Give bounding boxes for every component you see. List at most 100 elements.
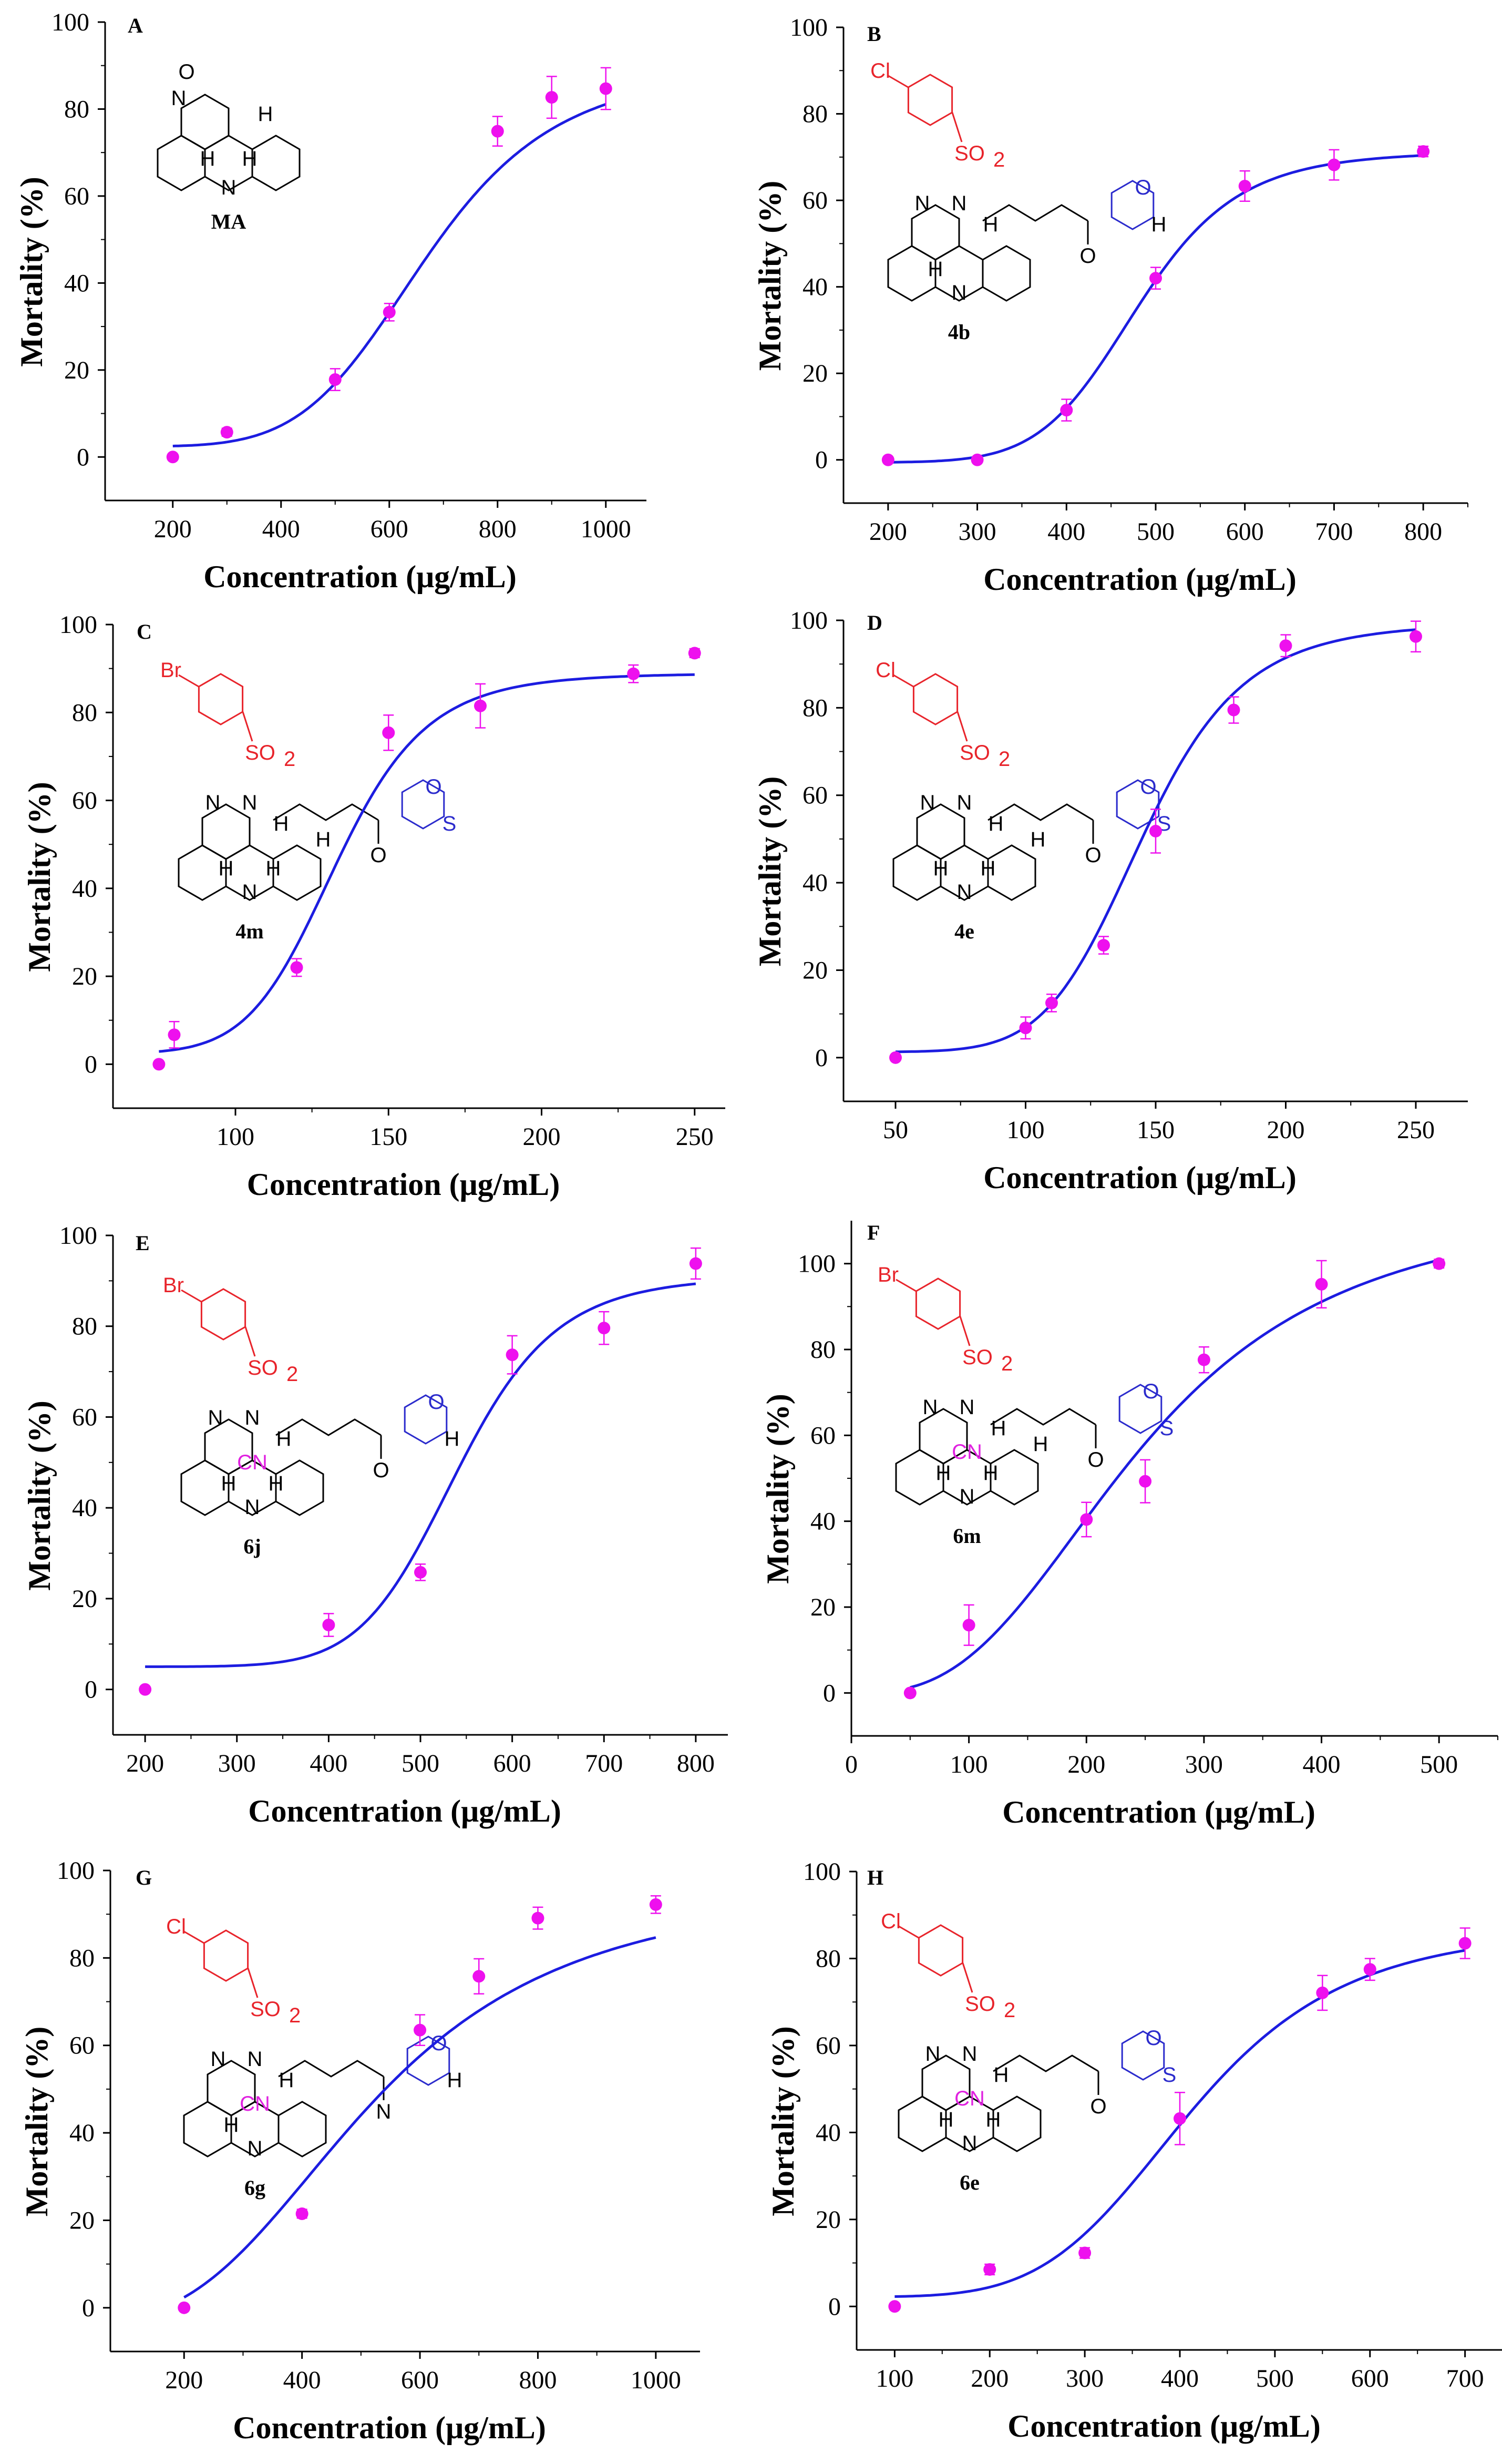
data-point (1316, 1986, 1329, 1999)
sulfonyl-label: SO (248, 1356, 278, 1379)
sulfonyl-label: SO (954, 142, 985, 165)
data-point (1328, 158, 1341, 171)
fit-curve (910, 1259, 1439, 1689)
x-tick-label: 150 (1137, 1116, 1175, 1144)
compound-label: 6e (960, 2171, 980, 2194)
data-point (1078, 2246, 1092, 2259)
x-tick-label: 600 (1226, 518, 1264, 546)
halogen-label: Cl (881, 1910, 901, 1933)
y-tick-label: 40 (816, 2119, 841, 2146)
x-tick-label: 1000 (631, 2366, 681, 2394)
core-ring-4 (916, 803, 965, 860)
y-tick-label: 20 (816, 2206, 841, 2234)
core-ring-3 (251, 135, 301, 191)
x-tick-label: 200 (1267, 1116, 1305, 1144)
aryl-ring-icon (915, 1277, 961, 1330)
data-point (328, 373, 342, 386)
atom-label: N (952, 192, 967, 215)
halogen-bond (896, 1279, 917, 1292)
x-tick-label: 100 (876, 2365, 913, 2393)
data-point (971, 453, 984, 466)
atom-label: H (1033, 1433, 1048, 1456)
sulfonyl-bond (244, 1326, 256, 1357)
halogen-label: Cl (166, 1915, 186, 1938)
data-point (290, 961, 303, 974)
data-point (383, 305, 396, 319)
halogen-label: Br (878, 1263, 899, 1286)
data-point (1417, 145, 1430, 158)
aryl-ring-icon (918, 1924, 964, 1977)
data-point (1315, 1277, 1328, 1291)
atom-label: H (1151, 213, 1167, 236)
x-tick-label: 200 (165, 2366, 203, 2394)
alkyl-chain (990, 1408, 1096, 1426)
x-tick-label: 200 (971, 2365, 1009, 2393)
x-axis-title: Concentration (μg/mL) (233, 2410, 546, 2445)
atom-label: H (276, 1427, 292, 1450)
y-tick-label: 80 (72, 699, 97, 727)
atom-label: O (178, 60, 194, 84)
atom-label: N (957, 791, 972, 814)
data-point (1410, 630, 1422, 643)
y-tick-label: 0 (828, 2293, 841, 2320)
halogen-label: Br (163, 1274, 184, 1297)
atom-label: N (221, 176, 236, 199)
atom-label: O (370, 844, 386, 867)
sulfonyl-subscript: 2 (286, 1363, 298, 1386)
x-tick-label: 400 (1047, 518, 1085, 546)
y-tick-label: 0 (815, 446, 828, 474)
panel-letter: B (867, 22, 881, 46)
sulfonyl-subscript: 2 (1004, 1999, 1015, 2022)
compound-label: 6j (243, 1535, 261, 1558)
y-tick-label: 60 (803, 187, 828, 214)
data-point (152, 1058, 166, 1071)
y-tick-label: 20 (64, 356, 89, 384)
data-point (472, 1970, 486, 1983)
x-tick-label: 400 (283, 2366, 321, 2394)
sulfonyl-label: SO (965, 1992, 995, 2016)
y-tick-label: 40 (69, 2119, 95, 2147)
x-tick-label: 50 (883, 1116, 908, 1144)
atom-label: O (1085, 844, 1101, 867)
data-point (506, 1348, 519, 1362)
atom-label: H (928, 258, 943, 281)
y-tick-label: 60 (69, 2032, 95, 2060)
atom-label: H (266, 857, 281, 880)
data-point (688, 647, 701, 660)
atom-label: H (989, 812, 1004, 835)
panel-b: B 0 20 40 60 80 100 200 300 400 500 600 700 800 Concen… (753, 14, 1468, 597)
y-tick-label: 40 (810, 1508, 836, 1536)
amine-ring-icon (401, 779, 445, 830)
panel-letter: E (136, 1231, 150, 1255)
alkyl-chain (273, 803, 379, 821)
halogen-label: Cl (870, 59, 890, 83)
data-point (689, 1257, 702, 1270)
atom-label: N (245, 1406, 260, 1429)
y-tick-label: 20 (69, 2206, 95, 2234)
aryl-ring-icon (200, 1288, 246, 1341)
panel-letter: A (128, 14, 143, 37)
core-ring-3 (275, 1459, 324, 1516)
cyano-label: CN (954, 2087, 985, 2110)
data-point (599, 82, 612, 95)
x-tick-label: 200 (1067, 1751, 1105, 1778)
x-tick-label: 800 (519, 2366, 557, 2394)
alkyl-chain (982, 204, 1088, 222)
compound-label: 4b (948, 320, 970, 344)
atom-label: H (991, 1417, 1006, 1440)
x-tick-label: 300 (959, 518, 996, 546)
data-point (1139, 1475, 1152, 1488)
atom-label: N (205, 791, 221, 814)
core-ring-4 (911, 204, 960, 261)
y-tick-label: 80 (69, 1944, 95, 1972)
amine-ring-icon (404, 1394, 448, 1445)
x-tick-label: 700 (1315, 518, 1353, 546)
y-tick-label: 100 (790, 607, 828, 635)
atom-label: N (245, 1496, 260, 1519)
core-ring-4 (207, 2060, 256, 2117)
y-axis-title: Mortality (%) (766, 2026, 800, 2216)
core-ring-4 (921, 2054, 971, 2111)
x-tick-label: 700 (1446, 2365, 1484, 2393)
data-point (1060, 404, 1073, 417)
